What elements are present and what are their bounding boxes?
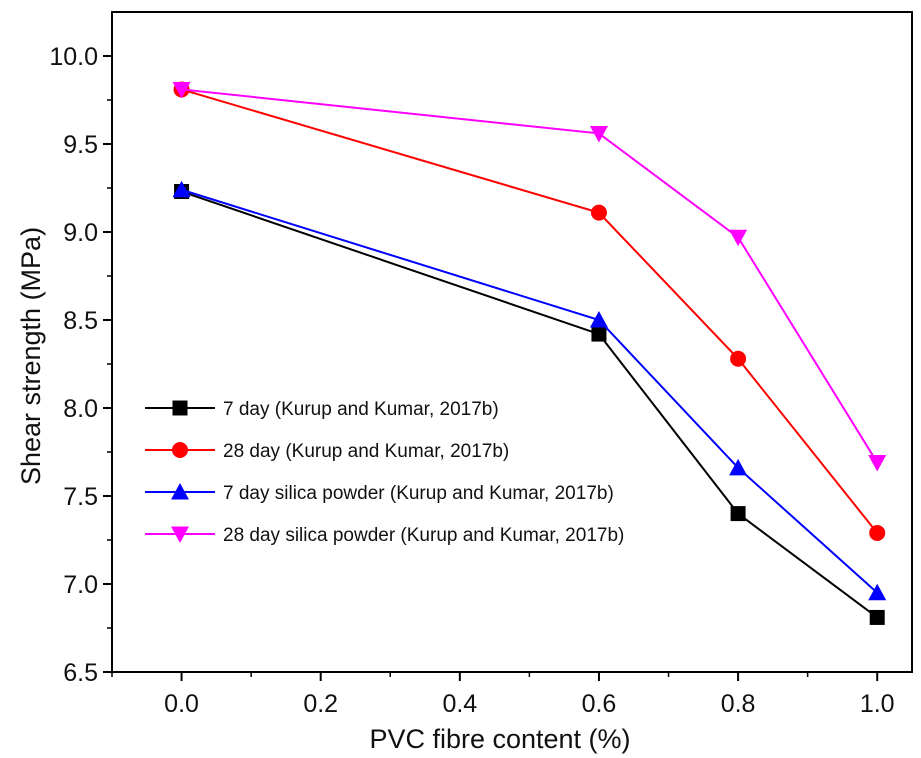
legend-item: 28 day silica powder (Kurup and Kumar, 2… bbox=[145, 525, 624, 546]
series-layer bbox=[172, 81, 887, 625]
y-axis-title: Shear strength (MPa) bbox=[16, 227, 46, 485]
x-axis-title: PVC fibre content (%) bbox=[369, 724, 630, 754]
data-point bbox=[589, 125, 608, 143]
data-point bbox=[730, 506, 746, 522]
y-tick-label: 7.5 bbox=[63, 483, 98, 511]
x-tick-label: 0.0 bbox=[164, 690, 199, 718]
data-point bbox=[868, 583, 887, 601]
data-point bbox=[730, 350, 747, 367]
legend: 7 day (Kurup and Kumar, 2017b) 28 day (Ku… bbox=[145, 399, 624, 546]
legend-item: 7 day silica powder (Kurup and Kumar, 20… bbox=[145, 483, 614, 504]
x-tick-label: 1.0 bbox=[860, 690, 895, 718]
x-tick-label: 0.4 bbox=[442, 690, 477, 718]
legend-marker bbox=[172, 400, 188, 416]
data-point bbox=[172, 81, 191, 99]
legend-label: 28 day silica powder (Kurup and Kumar, 2… bbox=[223, 525, 624, 546]
series-line bbox=[181, 188, 878, 594]
y-tick-label: 8.5 bbox=[63, 307, 98, 335]
x-tick-label: 0.2 bbox=[303, 690, 338, 718]
legend-item: 7 day (Kurup and Kumar, 2017b) bbox=[145, 399, 499, 420]
y-tick-label: 9.5 bbox=[63, 131, 98, 159]
y-tick-label: 7.0 bbox=[63, 571, 98, 599]
data-point bbox=[868, 455, 887, 472]
legend-label: 28 day (Kurup and Kumar, 2017b) bbox=[223, 441, 509, 462]
y-tick-label: 9.0 bbox=[63, 219, 98, 247]
data-point bbox=[729, 458, 748, 476]
series-line bbox=[181, 88, 879, 464]
y-tick-label: 8.0 bbox=[63, 395, 98, 423]
series-3 bbox=[172, 180, 887, 601]
axes: 0.0 0.2 0.4 0.6 0.8 1.0 6.5 7.0 7.5 8.0 8.5 9.0 9.5 1… bbox=[49, 11, 913, 718]
data-point bbox=[869, 524, 886, 541]
legend-label: 7 day silica powder (Kurup and Kumar, 20… bbox=[223, 483, 614, 504]
data-point bbox=[869, 609, 885, 625]
data-point bbox=[729, 229, 748, 247]
y-tick-label: 10.0 bbox=[49, 43, 98, 71]
legend-marker bbox=[171, 526, 189, 543]
legend-item: 28 day (Kurup and Kumar, 2017b) bbox=[145, 441, 509, 462]
y-tick-label: 6.5 bbox=[63, 659, 98, 687]
series-line bbox=[181, 88, 878, 534]
x-tick-label: 0.8 bbox=[721, 690, 756, 718]
series-line bbox=[181, 190, 878, 619]
legend-marker bbox=[171, 483, 189, 500]
data-point bbox=[172, 180, 191, 198]
legend-marker bbox=[172, 442, 188, 458]
legend-label: 7 day (Kurup and Kumar, 2017b) bbox=[223, 399, 499, 420]
x-tick-label: 0.6 bbox=[582, 690, 617, 718]
data-point bbox=[590, 204, 607, 221]
data-point bbox=[589, 311, 608, 328]
plot-frame bbox=[111, 11, 913, 673]
data-point bbox=[591, 326, 607, 342]
series-4 bbox=[172, 81, 887, 472]
